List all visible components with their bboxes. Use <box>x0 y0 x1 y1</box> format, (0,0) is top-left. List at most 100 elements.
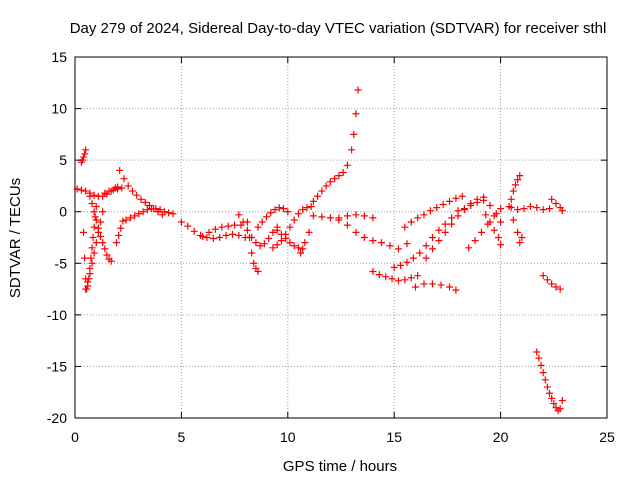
data-point <box>422 242 430 250</box>
series-sat-p <box>273 226 307 253</box>
data-point <box>88 244 96 252</box>
data-point <box>552 283 560 291</box>
series-sat-k <box>199 221 245 240</box>
data-point <box>318 187 326 195</box>
data-point <box>216 234 224 241</box>
data-point <box>352 228 360 236</box>
data-point <box>458 192 466 200</box>
x-tick-label: 5 <box>178 429 186 445</box>
data-point <box>275 204 283 212</box>
data-point <box>165 209 173 217</box>
data-point <box>375 271 383 279</box>
data-point <box>533 348 541 356</box>
data-point <box>539 369 547 377</box>
axis-ticks: 0 5 10 15 20 25 -20 -15 -10 -5 0 5 10 15 <box>47 49 615 445</box>
data-point <box>473 198 481 206</box>
data-point <box>433 204 441 212</box>
data-point <box>548 195 556 203</box>
data-point <box>190 227 198 235</box>
data-point <box>245 234 253 241</box>
data-point <box>352 110 360 118</box>
data-point <box>277 230 285 238</box>
data-point <box>369 237 377 245</box>
data-point <box>394 245 402 253</box>
data-point <box>99 208 107 216</box>
series-sat-e <box>86 192 115 265</box>
data-point <box>248 249 256 257</box>
data-point <box>284 208 292 216</box>
data-point <box>480 196 488 204</box>
data-point <box>184 222 192 230</box>
data-point <box>322 182 330 190</box>
data-point <box>209 235 217 243</box>
data-point <box>546 205 554 213</box>
series-sat-u <box>369 268 422 285</box>
data-point <box>290 242 298 250</box>
data-point <box>156 206 164 214</box>
data-point <box>460 205 468 213</box>
data-point <box>514 176 522 184</box>
data-point <box>177 218 185 226</box>
y-tick-label: -15 <box>47 358 67 374</box>
data-point <box>471 237 479 245</box>
data-point <box>299 206 307 214</box>
data-point <box>326 214 334 222</box>
data-point <box>335 214 343 222</box>
data-point <box>511 181 519 189</box>
data-point <box>290 216 298 224</box>
data-point <box>441 228 449 236</box>
data-point <box>228 230 236 238</box>
data-point <box>286 223 294 231</box>
data-point <box>343 221 351 229</box>
data-point <box>297 249 305 257</box>
data-point <box>539 206 547 214</box>
data-point <box>558 207 566 215</box>
data-point <box>518 234 526 241</box>
data-point <box>105 187 113 195</box>
x-tick-label: 10 <box>280 429 296 445</box>
y-tick-label: 15 <box>51 49 67 65</box>
data-point <box>556 285 564 293</box>
data-point <box>520 205 528 213</box>
data-point <box>82 146 90 154</box>
series-sat-r <box>309 86 362 205</box>
data-point <box>420 211 428 219</box>
data-point <box>352 211 360 219</box>
data-point <box>118 184 126 192</box>
data-point <box>477 228 485 236</box>
data-point <box>252 239 260 247</box>
data-point <box>263 213 271 221</box>
data-point <box>92 203 100 211</box>
data-point <box>124 182 132 190</box>
data-point <box>250 259 258 267</box>
data-point <box>86 270 94 278</box>
data-point <box>546 389 554 397</box>
data-point <box>422 254 430 262</box>
data-point <box>87 254 95 262</box>
data-point <box>386 242 394 250</box>
data-point <box>277 237 285 245</box>
data-point <box>92 216 100 224</box>
data-point <box>137 195 145 203</box>
data-point <box>86 192 94 200</box>
data-point <box>550 400 558 408</box>
series-sat-f <box>101 184 126 197</box>
series-sat-w <box>401 192 466 231</box>
data-point <box>80 228 88 236</box>
data-point <box>343 212 351 220</box>
data-point <box>446 197 454 205</box>
data-point <box>539 272 547 280</box>
data-point <box>256 242 264 250</box>
data-point <box>97 218 105 226</box>
series-sat-o <box>269 203 315 252</box>
series-sat-i <box>122 205 177 224</box>
data-point <box>205 228 213 236</box>
series-sat-aa <box>465 205 505 252</box>
data-point <box>299 245 307 253</box>
data-points <box>73 86 566 415</box>
data-point <box>203 234 211 241</box>
data-point <box>265 235 273 243</box>
data-point <box>401 276 409 284</box>
data-point <box>218 223 226 231</box>
